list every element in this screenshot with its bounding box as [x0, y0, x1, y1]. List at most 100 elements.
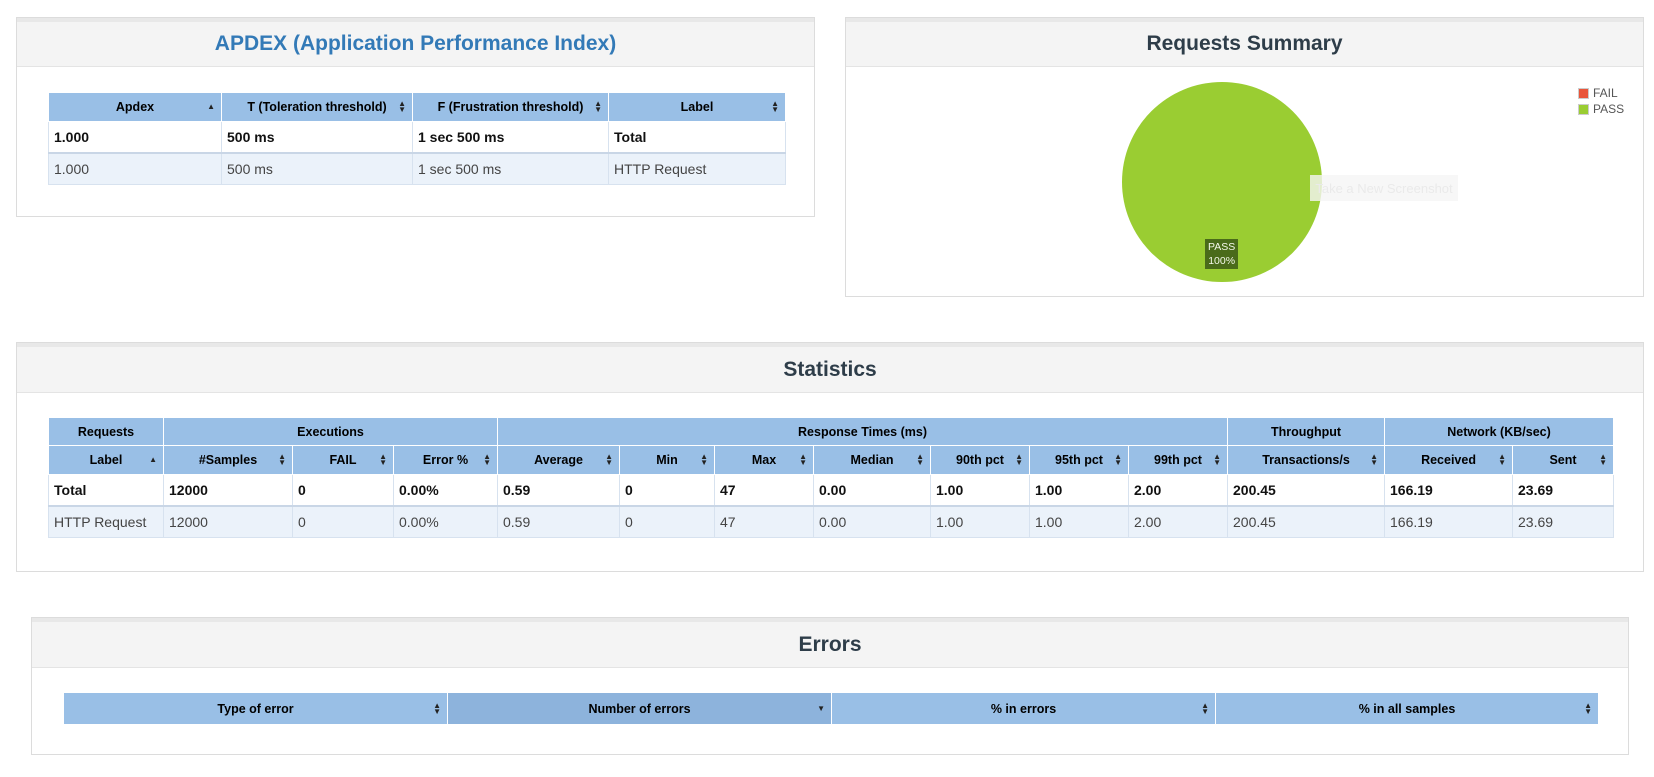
stats-col-average[interactable]: Average ▲ ▼: [497, 445, 620, 475]
stats-col-max[interactable]: Max ▲ ▼: [714, 445, 814, 475]
apdex-title-link[interactable]: APDEX (Application Performance Index): [214, 32, 617, 55]
legend-swatch-pass: [1578, 103, 1589, 115]
statistics-header: Statistics: [17, 343, 1643, 393]
apdex-col-label[interactable]: Label ▲ ▼: [608, 92, 786, 122]
stats-cell: 2.00: [1127, 505, 1229, 538]
apdex-col-frustration[interactable]: F (Frustration threshold) ▲ ▼: [412, 92, 609, 122]
apdex-table: Apdex ▲ T (Toleration threshold) ▲ ▼ F (Fru…: [48, 92, 786, 185]
sort-icon: ▲ ▼: [1498, 452, 1507, 467]
apdex-col-apdex[interactable]: Apdex ▲: [48, 92, 222, 122]
sort-icon: ▲ ▼: [379, 452, 387, 467]
stats-cell: 2.00: [1127, 474, 1229, 507]
statistics-table: Requests Executions Response Times (ms) …: [48, 417, 1615, 538]
stats-col-transactions[interactable]: Transactions/s ▲ ▼: [1227, 445, 1386, 475]
apdex-cell: 1 sec 500 ms: [412, 121, 609, 154]
stats-cell: 0: [619, 474, 715, 507]
group-executions: Executions: [163, 417, 498, 446]
legend-swatch-fail: [1578, 87, 1589, 99]
sort-icon: ▲ ▼: [483, 452, 491, 467]
stats-cell: 0: [292, 474, 394, 507]
stats-cell: 0.59: [497, 505, 620, 538]
errors-col-type[interactable]: Type of error ▲ ▼: [63, 692, 448, 725]
sort-icon: ▲ ▼: [1201, 700, 1209, 716]
take-screenshot-button[interactable]: Take a New Screenshot: [1310, 175, 1458, 201]
sort-asc-icon: ▲: [207, 102, 215, 111]
group-throughput: Throughput: [1227, 417, 1386, 446]
stats-cell: 1.00: [930, 505, 1030, 538]
stats-cell: 12000: [163, 505, 293, 538]
sort-icon: ▲ ▼: [594, 99, 602, 114]
sort-icon: ▲ ▼: [1114, 452, 1122, 467]
apdex-cell: 1.000: [48, 121, 222, 154]
stats-cell: 23.69: [1512, 474, 1615, 507]
stats-cell: 200.45: [1227, 505, 1386, 538]
stats-col-samples[interactable]: #Samples ▲ ▼: [163, 445, 293, 475]
stats-cell: 0.00%: [393, 505, 498, 538]
stats-request-row: HTTP Request 12000 0 0.00% 0.59 0 47 0.0…: [48, 505, 1615, 538]
pie-legend: FAIL PASS: [1578, 85, 1624, 117]
group-requests: Requests: [48, 417, 164, 446]
stats-cell: 0.00%: [393, 474, 498, 507]
sort-icon: ▲ ▼: [433, 700, 441, 716]
sort-asc-icon: ▲: [149, 455, 157, 464]
sort-icon: ▲ ▼: [799, 452, 807, 467]
stats-col-99th[interactable]: 99th pct ▲ ▼: [1127, 445, 1229, 475]
stats-col-90th[interactable]: 90th pct ▲ ▼: [930, 445, 1030, 475]
stats-col-min[interactable]: Min ▲ ▼: [619, 445, 715, 475]
stats-cell: 47: [714, 474, 814, 507]
stats-col-sent[interactable]: Sent ▲ ▼: [1512, 445, 1615, 475]
apdex-cell: 500 ms: [221, 152, 413, 185]
stats-col-label[interactable]: Label ▲: [48, 445, 164, 475]
errors-table: Type of error ▲ ▼ Number of errors ▼ % in e…: [63, 692, 1599, 725]
apdex-panel-header: APDEX (Application Performance Index): [17, 18, 814, 67]
sort-icon: ▲ ▼: [771, 99, 779, 114]
apdex-cell: Total: [608, 121, 786, 154]
pie-pass-label: PASS 100%: [1205, 239, 1239, 269]
stats-cell: Total: [48, 474, 164, 507]
stats-cell: 0.00: [813, 474, 931, 507]
requests-pie-chart[interactable]: [1120, 80, 1324, 284]
stats-cell: 1.00: [1029, 505, 1129, 538]
stats-col-error-pct[interactable]: Error % ▲ ▼: [393, 445, 498, 475]
stats-col-95th[interactable]: 95th pct ▲ ▼: [1029, 445, 1129, 475]
stats-cell: 0: [292, 505, 394, 538]
stats-col-received[interactable]: Received ▲ ▼: [1384, 445, 1514, 475]
legend-item-fail[interactable]: FAIL: [1578, 85, 1624, 101]
errors-col-number[interactable]: Number of errors ▼: [447, 692, 832, 725]
errors-header: Errors: [32, 618, 1628, 668]
apdex-request-row: 1.000 500 ms 1 sec 500 ms HTTP Request: [48, 152, 786, 185]
sort-desc-icon: ▼: [817, 703, 825, 713]
stats-cell: 1.00: [930, 474, 1030, 507]
errors-col-pct-errors[interactable]: % in errors ▲ ▼: [831, 692, 1216, 725]
stats-cell: 23.69: [1512, 505, 1615, 538]
stats-cell: 47: [714, 505, 814, 538]
apdex-col-toleration[interactable]: T (Toleration threshold) ▲ ▼: [221, 92, 413, 122]
sort-icon: ▲ ▼: [700, 452, 708, 467]
requests-summary-title: Requests Summary: [1146, 32, 1343, 55]
stats-cell: 0: [619, 505, 715, 538]
apdex-cell: 1.000: [48, 152, 222, 185]
errors-col-pct-samples[interactable]: % in all samples ▲ ▼: [1215, 692, 1599, 725]
sort-icon: ▲ ▼: [1015, 452, 1023, 467]
stats-col-fail[interactable]: FAIL ▲ ▼: [292, 445, 394, 475]
legend-item-pass[interactable]: PASS: [1578, 101, 1624, 117]
requests-summary-header: Requests Summary: [846, 18, 1643, 67]
sort-icon: ▲ ▼: [1370, 452, 1379, 467]
apdex-panel: APDEX (Application Performance Index) Ap…: [16, 17, 815, 217]
stats-col-median[interactable]: Median ▲ ▼: [813, 445, 931, 475]
sort-icon: ▲ ▼: [605, 452, 613, 467]
stats-total-row: Total 12000 0 0.00% 0.59 0 47 0.00 1.00 …: [48, 474, 1615, 507]
statistics-title: Statistics: [783, 357, 877, 381]
stats-cell: 200.45: [1227, 474, 1386, 507]
statistics-panel: Statistics Requests Executions Response …: [16, 342, 1644, 572]
stats-cell: 166.19: [1384, 505, 1514, 538]
sort-icon: ▲ ▼: [398, 99, 406, 114]
stats-cell: 0.00: [813, 505, 931, 538]
errors-panel: Errors Type of error ▲ ▼ Number of errors ▼…: [31, 617, 1629, 755]
pie-slice-pass[interactable]: [1122, 82, 1322, 282]
stats-cell: 1.00: [1029, 474, 1129, 507]
apdex-total-row: 1.000 500 ms 1 sec 500 ms Total: [48, 121, 786, 154]
sort-icon: ▲ ▼: [1584, 700, 1592, 716]
sort-icon: ▲ ▼: [1599, 452, 1608, 467]
group-response-times: Response Times (ms): [496, 417, 1229, 446]
